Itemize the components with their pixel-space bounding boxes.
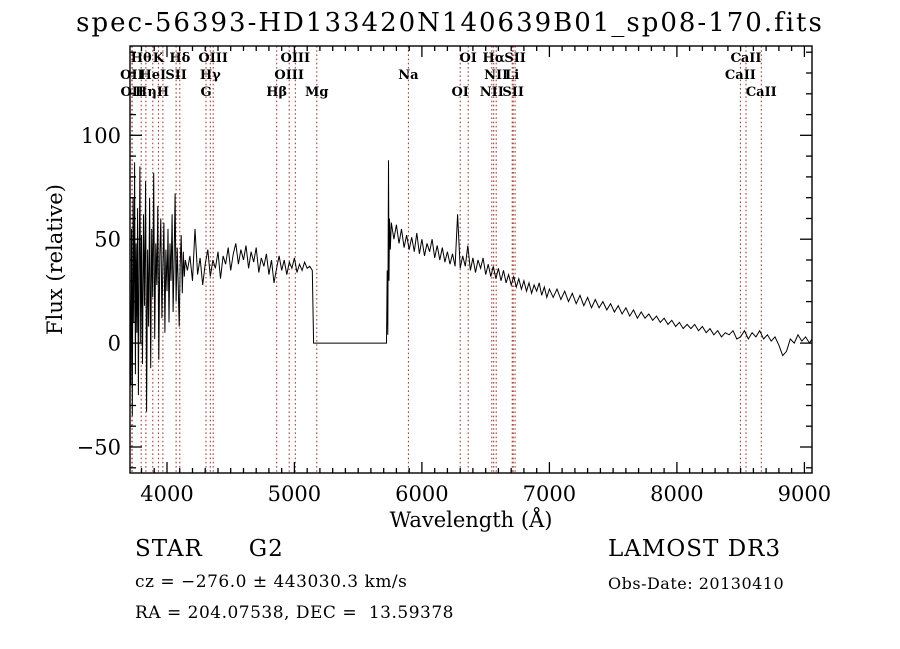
spectral-line-label-Hη-3835: Hη bbox=[135, 85, 157, 100]
spectral-line-label-Mg-5175: Mg bbox=[305, 85, 328, 100]
spectral-line-label-OII-3727: OII bbox=[120, 85, 144, 100]
x-tick-label-4000: 4000 bbox=[140, 482, 193, 506]
y-tick-label-0: 0 bbox=[108, 332, 121, 356]
x-axis-label: Wavelength (Å) bbox=[390, 507, 553, 532]
spectrum-trace bbox=[129, 160, 813, 416]
x-tick-label-9000: 9000 bbox=[778, 482, 831, 506]
spectral-line-label-HeI-3889: HeI bbox=[139, 68, 166, 83]
spectral-line-label-OIII-5007: OIII bbox=[281, 51, 311, 66]
spectral-line-label-Hγ-4340: Hγ bbox=[200, 68, 221, 83]
spectral-line-label-CaII-8498: CaII bbox=[725, 68, 756, 83]
y-tick-label-100: 100 bbox=[81, 124, 121, 148]
spectral-line-label-K-3933: K bbox=[153, 51, 165, 66]
spectral-line-label-Hθ-3798: Hθ bbox=[131, 51, 152, 66]
spectral-line-label-H-3968: H bbox=[157, 85, 169, 100]
spectral-line-label-OIII-4959: OIII bbox=[274, 68, 304, 83]
obs-date: Obs-Date: 20130410 bbox=[608, 574, 785, 593]
radec-value: RA = 204.07538, DEC = 13.59378 bbox=[135, 603, 454, 623]
x-tick-label-8000: 8000 bbox=[650, 482, 703, 506]
spectral-line-label-OIII-4363: OIII bbox=[198, 51, 228, 66]
spectral-line-label-G-4306: G bbox=[200, 85, 211, 100]
spectral-line-label-Hδ-4101: Hδ bbox=[169, 51, 190, 66]
spectral-line-label-NII-6548: NII bbox=[480, 85, 504, 100]
plot-title: spec-56393-HD133420N140639B01_sp08-170.f… bbox=[76, 8, 824, 38]
x-tick-label-6000: 6000 bbox=[395, 482, 448, 506]
spectral-line-label-Hα-6563: Hα bbox=[483, 51, 505, 66]
y-tick-label--50: −50 bbox=[77, 436, 121, 460]
survey-release: LAMOST DR3 bbox=[608, 536, 782, 562]
x-tick-label-7000: 7000 bbox=[523, 482, 576, 506]
spectral-line-label-CaII-8542: CaII bbox=[731, 51, 762, 66]
spectral-line-label-Li-6708: Li bbox=[505, 68, 519, 83]
spectral-line-label-Na-5894: Na bbox=[398, 68, 419, 83]
spectral-line-label-OII-3725: OII bbox=[120, 68, 144, 83]
object-subclass: G2 bbox=[248, 536, 284, 562]
spectral-line-label-NII-6583: NII bbox=[484, 68, 508, 83]
x-tick-label-5000: 5000 bbox=[268, 482, 321, 506]
object-classification: STAR G2 bbox=[135, 536, 284, 562]
spectral-line-label-CaII-8662: CaII bbox=[746, 85, 777, 100]
object-class: STAR bbox=[135, 536, 203, 562]
spectral-line-label-OI-6300: OI bbox=[451, 85, 468, 100]
spectral-line-label-Hβ-4861: Hβ bbox=[266, 85, 287, 100]
spectral-line-label-OI-6363: OI bbox=[459, 51, 476, 66]
cz-value: cz = −276.0 ± 443030.3 km/s bbox=[135, 572, 408, 592]
y-axis-label: Flux (relative) bbox=[43, 184, 67, 335]
spectral-line-label-SII-6731: SII bbox=[504, 51, 526, 66]
y-tick-label-50: 50 bbox=[94, 228, 121, 252]
spectral-line-label-SII-4072: SII bbox=[165, 68, 187, 83]
spectral-line-label-SII-6716: SII bbox=[502, 85, 524, 100]
